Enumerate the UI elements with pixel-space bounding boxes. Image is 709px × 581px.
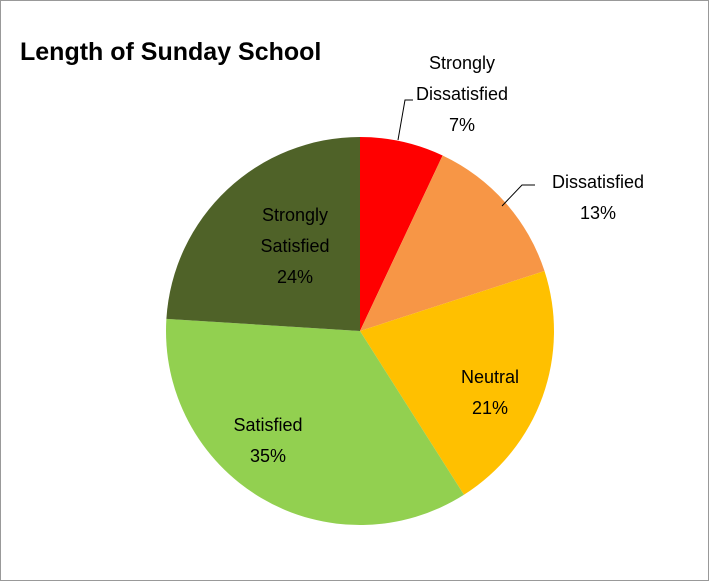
value-label: 24% (276, 267, 314, 287)
data-label: Strongly Satisfied 24% (240, 200, 350, 293)
pie-slice (360, 155, 545, 331)
pie-slice (360, 271, 554, 495)
pie-slice (165, 318, 464, 526)
value-label: 21% (471, 398, 509, 418)
value-label: 35% (249, 446, 287, 466)
chart-title: Length of Sunday School (20, 38, 322, 66)
category-label: Satisfied (233, 415, 303, 435)
leader-line (501, 184, 535, 207)
pie-slice (360, 137, 443, 331)
data-label: Dissatisfied 13% (523, 167, 673, 229)
value-label: 7% (448, 115, 475, 135)
value-label: 13% (579, 203, 617, 223)
data-label: Neutral 21% (415, 362, 565, 424)
category-label: Strongly Dissatisfied (415, 53, 509, 104)
category-label: Neutral (460, 367, 520, 387)
category-label: Strongly Satisfied (260, 205, 330, 256)
category-label: Dissatisfied (551, 172, 645, 192)
data-label: Strongly Dissatisfied 7% (387, 48, 537, 141)
data-label: Satisfied 35% (193, 410, 343, 472)
leader-line (397, 99, 413, 141)
pie-slice (166, 137, 360, 331)
